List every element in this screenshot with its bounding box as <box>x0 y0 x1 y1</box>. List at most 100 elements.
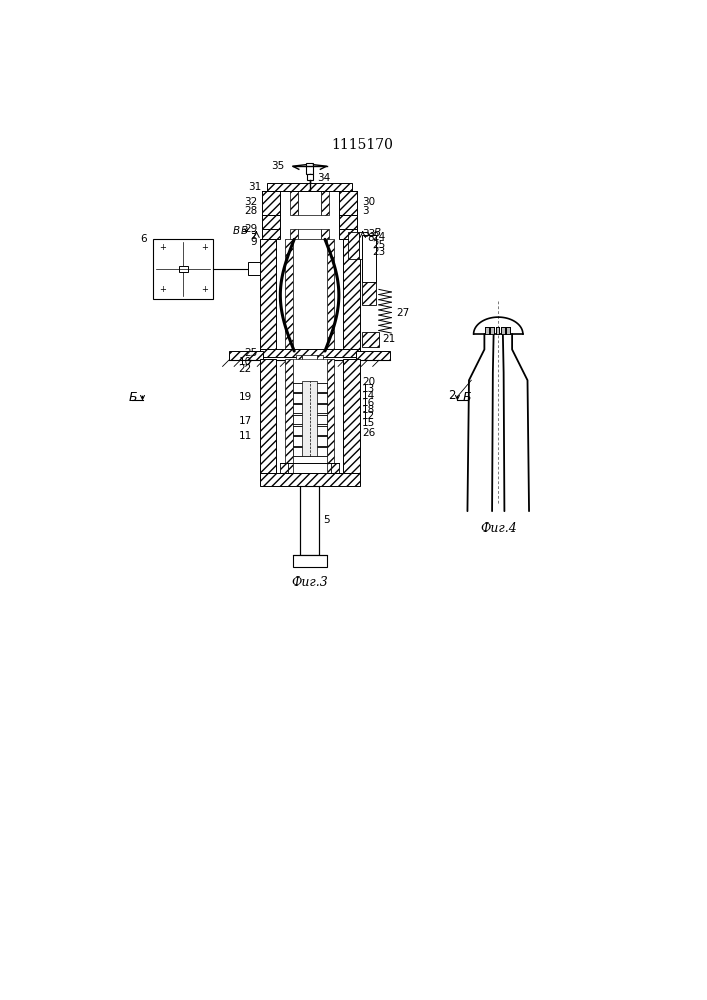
Text: Фиг.4: Фиг.4 <box>480 522 517 535</box>
Text: 10: 10 <box>239 357 252 367</box>
Text: 25: 25 <box>244 348 257 358</box>
Bar <box>496 327 499 334</box>
Bar <box>293 383 327 392</box>
Bar <box>321 229 329 239</box>
Text: +: + <box>159 243 166 252</box>
Text: 5: 5 <box>324 515 330 525</box>
Bar <box>285 239 293 351</box>
Bar <box>293 447 327 456</box>
Bar <box>259 239 276 351</box>
Text: 30: 30 <box>362 197 375 207</box>
Text: 22: 22 <box>238 364 252 374</box>
Bar <box>259 473 360 486</box>
Bar <box>501 327 505 334</box>
Text: 6: 6 <box>141 234 147 244</box>
Text: 19: 19 <box>238 392 252 402</box>
Text: B: B <box>233 226 240 236</box>
Text: 23: 23 <box>373 247 386 257</box>
Bar <box>293 359 327 474</box>
Text: 29: 29 <box>244 224 257 234</box>
Text: B: B <box>241 226 248 236</box>
Bar <box>362 282 376 305</box>
Text: 34: 34 <box>317 173 331 183</box>
Text: 2: 2 <box>448 389 456 402</box>
Bar <box>298 229 321 239</box>
Text: 26: 26 <box>362 428 375 438</box>
Text: 9: 9 <box>250 237 257 247</box>
Bar <box>296 355 302 382</box>
Bar <box>262 215 281 229</box>
Bar <box>359 232 368 259</box>
Text: 24: 24 <box>373 232 386 242</box>
Bar <box>293 426 327 435</box>
Text: 16: 16 <box>362 398 375 408</box>
Bar <box>267 183 352 191</box>
Text: +: + <box>159 285 166 294</box>
Text: 3: 3 <box>362 206 368 216</box>
Text: 31: 31 <box>249 182 262 192</box>
Bar <box>339 229 357 239</box>
Text: 32: 32 <box>244 197 257 207</box>
Text: Фиг.3: Фиг.3 <box>291 576 328 588</box>
Bar <box>362 235 376 282</box>
Text: 18: 18 <box>362 405 375 415</box>
Bar <box>317 355 324 382</box>
Text: +: + <box>201 285 208 294</box>
Text: 20: 20 <box>362 377 375 387</box>
Bar <box>362 332 379 347</box>
Bar <box>229 351 264 360</box>
Bar <box>293 239 327 351</box>
Bar <box>293 404 327 413</box>
Bar <box>343 359 360 474</box>
Text: 14: 14 <box>362 391 375 401</box>
Text: 21: 21 <box>382 334 396 344</box>
Bar <box>339 191 357 215</box>
Bar <box>153 239 214 299</box>
Bar <box>327 239 334 351</box>
Bar <box>293 555 327 567</box>
Bar <box>343 239 360 351</box>
Bar <box>291 229 298 239</box>
Bar <box>293 415 327 424</box>
Text: 15: 15 <box>362 418 375 428</box>
Bar <box>248 262 260 275</box>
Text: 33: 33 <box>362 229 375 239</box>
Text: 35: 35 <box>271 161 284 171</box>
Bar <box>179 266 188 272</box>
Text: Б: Б <box>128 391 137 404</box>
Text: 13: 13 <box>362 384 375 394</box>
Text: 17: 17 <box>238 416 252 426</box>
Bar <box>327 359 334 474</box>
Text: Б: Б <box>463 391 472 404</box>
Text: 28: 28 <box>244 206 257 216</box>
Bar <box>262 229 281 239</box>
Bar <box>506 327 510 334</box>
Text: 27: 27 <box>396 308 409 318</box>
Text: 25: 25 <box>373 240 386 250</box>
Text: B: B <box>373 228 380 238</box>
Text: 2: 2 <box>250 231 257 241</box>
Text: 1115170: 1115170 <box>331 138 393 152</box>
Bar <box>321 191 329 215</box>
Bar <box>331 463 339 474</box>
Bar <box>300 486 319 555</box>
Bar <box>302 381 317 456</box>
Bar <box>259 359 276 474</box>
Bar <box>293 393 327 403</box>
Bar <box>485 327 489 334</box>
Bar <box>307 174 312 180</box>
Bar <box>293 436 327 446</box>
Text: +: + <box>201 243 208 252</box>
Bar <box>298 191 321 215</box>
Bar <box>356 351 390 360</box>
Bar <box>302 355 317 382</box>
Bar <box>259 349 360 357</box>
Text: 8: 8 <box>368 233 374 243</box>
Bar <box>291 191 298 215</box>
Bar <box>262 191 281 215</box>
Bar <box>281 463 288 474</box>
Bar <box>339 215 357 229</box>
Bar <box>490 327 494 334</box>
Bar <box>285 359 293 474</box>
Bar <box>305 163 313 174</box>
